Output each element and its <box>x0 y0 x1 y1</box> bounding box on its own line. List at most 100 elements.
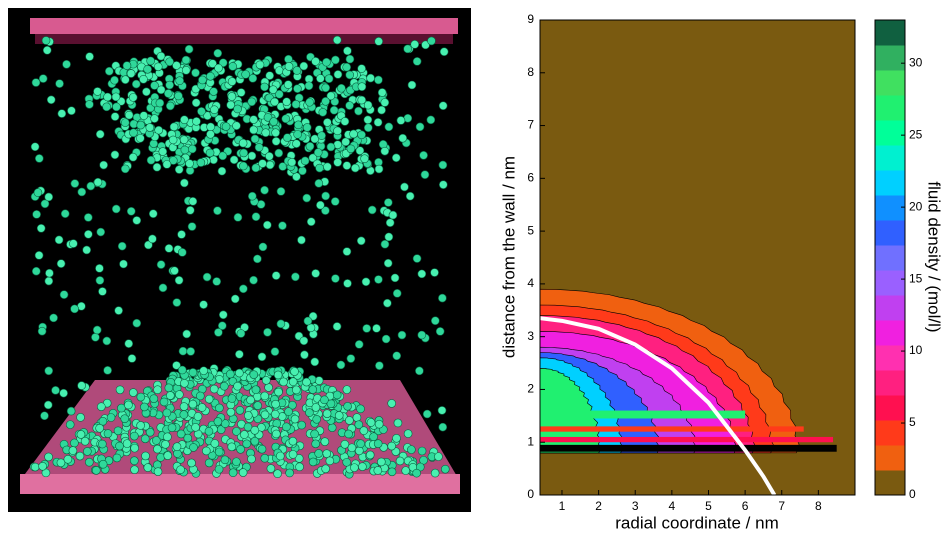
sphere <box>129 128 138 138</box>
sphere <box>391 153 401 163</box>
sphere <box>347 443 357 453</box>
sphere <box>352 413 362 422</box>
sphere <box>75 451 85 461</box>
sphere <box>438 101 448 111</box>
sphere <box>401 466 411 475</box>
sphere <box>239 161 248 171</box>
sphere <box>131 79 141 89</box>
sphere <box>251 212 261 222</box>
sphere <box>291 100 301 109</box>
colorbar-band <box>875 445 905 471</box>
sphere <box>383 298 392 308</box>
sphere <box>110 112 120 121</box>
sphere <box>240 430 249 439</box>
sphere <box>342 161 352 170</box>
sphere <box>317 131 326 140</box>
sphere <box>293 84 302 93</box>
sphere <box>374 164 384 174</box>
sphere <box>374 75 383 85</box>
sphere <box>128 388 138 397</box>
y-tick-label: 9 <box>527 12 534 26</box>
sphere <box>253 401 263 410</box>
sphere <box>233 104 242 114</box>
sphere <box>214 328 223 337</box>
sphere <box>321 464 330 474</box>
sphere <box>182 329 192 339</box>
sphere <box>288 436 298 446</box>
sphere <box>405 191 415 201</box>
sphere <box>83 447 92 456</box>
sphere <box>398 133 408 143</box>
sphere <box>98 439 107 449</box>
sphere <box>306 217 316 227</box>
sphere <box>30 142 40 152</box>
sphere <box>265 151 274 161</box>
sphere <box>238 468 248 477</box>
sphere <box>337 83 346 93</box>
sphere <box>271 128 280 138</box>
sphere <box>232 457 241 467</box>
colorbar-band <box>875 320 905 346</box>
sphere <box>377 105 386 115</box>
sphere <box>238 138 248 148</box>
sphere <box>232 121 241 130</box>
sphere <box>246 395 255 405</box>
sphere <box>250 426 260 435</box>
sphere <box>270 409 280 419</box>
sphere <box>163 451 173 460</box>
sphere <box>288 450 298 459</box>
sphere <box>180 145 190 155</box>
sphere <box>175 390 184 399</box>
sphere <box>311 403 321 412</box>
sphere <box>266 464 276 473</box>
sphere <box>103 429 113 438</box>
sphere <box>80 436 90 446</box>
y-axis-label: distance from the wall / nm <box>499 156 518 358</box>
sphere <box>214 464 224 474</box>
sphere <box>374 37 384 46</box>
sphere <box>343 402 352 411</box>
sphere <box>93 177 103 187</box>
sphere <box>140 402 149 412</box>
sphere <box>302 377 311 387</box>
sphere <box>314 179 324 188</box>
sphere <box>269 117 278 126</box>
sphere <box>144 240 153 250</box>
sphere <box>415 122 425 132</box>
sphere <box>354 340 364 349</box>
density-stripe <box>540 410 746 419</box>
sphere <box>191 98 201 108</box>
sphere <box>230 294 240 304</box>
sphere <box>96 227 106 237</box>
colorbar-band <box>875 95 905 121</box>
sphere <box>209 87 218 96</box>
sphere <box>275 66 284 75</box>
sphere <box>314 376 324 385</box>
sphere <box>192 117 201 126</box>
colorbar-band <box>875 345 905 371</box>
sphere <box>430 468 440 478</box>
sphere <box>85 100 94 109</box>
sphere <box>258 159 267 168</box>
sphere <box>215 374 224 384</box>
sphere <box>260 410 270 420</box>
sphere <box>292 172 301 181</box>
colorbar-frame <box>874 19 906 496</box>
sphere <box>110 75 119 85</box>
sphere <box>127 354 137 363</box>
sphere <box>260 453 270 463</box>
sphere <box>103 92 112 102</box>
sphere <box>70 438 79 448</box>
colorbar-tick-label: 15 <box>909 271 923 285</box>
sphere <box>235 349 244 359</box>
sphere <box>412 57 422 66</box>
sphere <box>168 135 178 145</box>
sphere <box>40 199 50 209</box>
sphere <box>206 122 215 132</box>
sphere <box>345 101 354 110</box>
sphere <box>430 268 439 277</box>
sphere <box>188 368 198 377</box>
x-tick-label: 2 <box>595 499 602 513</box>
sphere <box>112 453 122 463</box>
sphere <box>180 178 189 188</box>
